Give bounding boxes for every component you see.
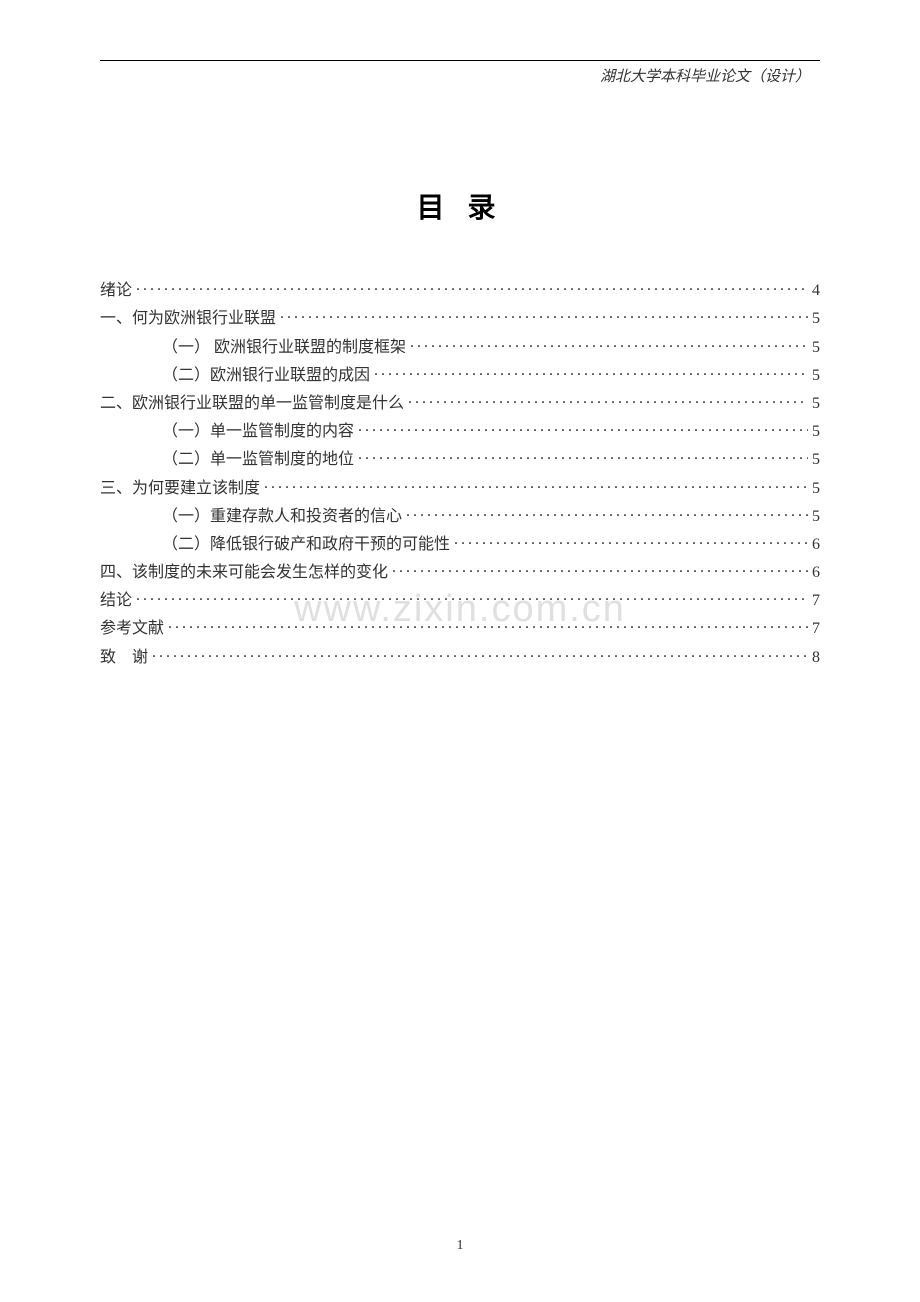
toc-title: 目 录 — [100, 186, 820, 226]
toc-page: 7 — [812, 592, 820, 610]
toc-entry: （一） 欧洲银行业联盟的制度框架 5 — [100, 332, 820, 356]
toc-label: 致 谢 — [100, 643, 148, 667]
toc-page: 6 — [812, 564, 820, 582]
toc-entry: 四、该制度的未来可能会发生怎样的变化 6 — [100, 558, 820, 582]
header-rule — [100, 60, 820, 61]
toc-label: 一、何为欧洲银行业联盟 — [100, 304, 276, 328]
toc-label: 四、该制度的未来可能会发生怎样的变化 — [100, 558, 388, 582]
toc-entry: 绪论 4 — [100, 276, 820, 300]
toc-page: 5 — [812, 339, 820, 357]
header-text: 湖北大学本科毕业论文（设计） — [100, 65, 820, 86]
toc-entry: 三、为何要建立该制度 5 — [100, 473, 820, 497]
table-of-contents: 绪论 4 一、何为欧洲银行业联盟 5 （一） 欧洲银行业联盟的制度框架 5 （二… — [100, 276, 820, 667]
toc-leader — [408, 389, 808, 408]
toc-leader — [152, 642, 808, 661]
toc-leader — [358, 445, 808, 464]
toc-label: 三、为何要建立该制度 — [100, 474, 260, 498]
toc-entry: 一、何为欧洲银行业联盟 5 — [100, 304, 820, 328]
toc-leader — [168, 614, 808, 633]
toc-page: 5 — [812, 423, 820, 441]
toc-page: 5 — [812, 310, 820, 328]
toc-label: （二）单一监管制度的地位 — [162, 445, 354, 469]
toc-page: 5 — [812, 480, 820, 498]
toc-leader — [410, 332, 808, 351]
toc-label: （二）欧洲银行业联盟的成因 — [162, 361, 370, 385]
toc-label: 参考文献 — [100, 614, 164, 638]
toc-leader — [280, 304, 808, 323]
toc-entry: （二）单一监管制度的地位 5 — [100, 445, 820, 469]
toc-label: 绪论 — [100, 276, 132, 300]
page-container: 湖北大学本科毕业论文（设计） 目 录 www.zixin.com.cn 绪论 4… — [0, 0, 920, 1302]
toc-page: 5 — [812, 451, 820, 469]
toc-entry: 参考文献 7 — [100, 614, 820, 638]
toc-page: 5 — [812, 395, 820, 413]
toc-label: （一）单一监管制度的内容 — [162, 417, 354, 441]
toc-label: 结论 — [100, 586, 132, 610]
toc-page: 7 — [812, 620, 820, 638]
toc-entry: （一）单一监管制度的内容 5 — [100, 417, 820, 441]
toc-leader — [454, 530, 808, 549]
toc-page: 6 — [812, 536, 820, 554]
toc-label: （一） 欧洲银行业联盟的制度框架 — [162, 333, 406, 357]
toc-page: 5 — [812, 508, 820, 526]
toc-entry: （一）重建存款人和投资者的信心 5 — [100, 502, 820, 526]
toc-leader — [264, 473, 808, 492]
toc-entry: （二）欧洲银行业联盟的成因 5 — [100, 361, 820, 385]
toc-page: 5 — [812, 367, 820, 385]
toc-entry: 结论 7 — [100, 586, 820, 610]
toc-entry: （二）降低银行破产和政府干预的可能性 6 — [100, 530, 820, 554]
toc-leader — [374, 361, 808, 380]
toc-leader — [358, 417, 808, 436]
toc-entry: 致 谢 8 — [100, 642, 820, 666]
page-number: 1 — [457, 1238, 464, 1254]
toc-leader — [136, 586, 808, 605]
toc-leader — [136, 276, 808, 295]
toc-label: 二、欧洲银行业联盟的单一监管制度是什么 — [100, 389, 404, 413]
toc-page: 8 — [812, 649, 820, 667]
toc-leader — [406, 502, 808, 521]
toc-label: （一）重建存款人和投资者的信心 — [162, 502, 402, 526]
toc-leader — [392, 558, 808, 577]
toc-label: （二）降低银行破产和政府干预的可能性 — [162, 530, 450, 554]
toc-page: 4 — [812, 282, 820, 300]
toc-entry: 二、欧洲银行业联盟的单一监管制度是什么 5 — [100, 389, 820, 413]
